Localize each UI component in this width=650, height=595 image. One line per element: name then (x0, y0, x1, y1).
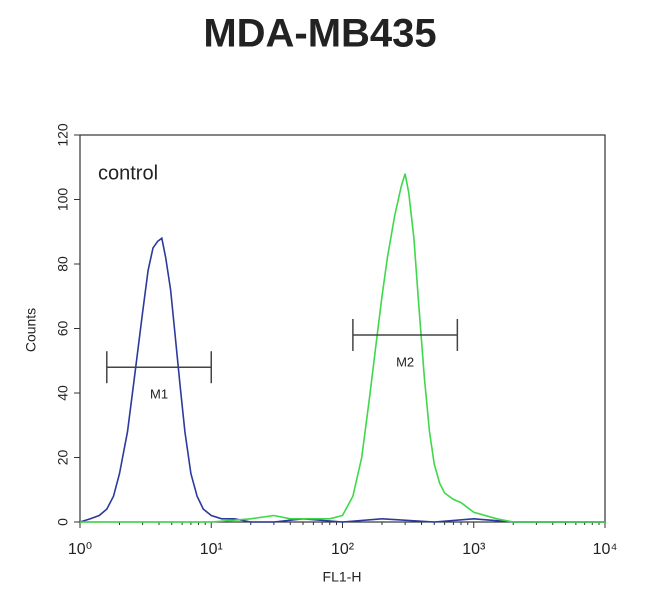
chart-title: MDA-MB435 (203, 12, 436, 56)
x-tick-label: 10¹ (200, 541, 223, 558)
y-tick-label: 80 (55, 256, 71, 272)
histogram-line (80, 173, 605, 523)
annotation: control (98, 162, 158, 184)
plot-frame (79, 134, 606, 523)
y-tick-label: 120 (55, 123, 71, 147)
x-tick-label: 10³ (462, 541, 486, 558)
y-axis-label: Counts (23, 308, 39, 352)
x-tick-label: 10² (331, 541, 355, 558)
y-tick-label: 100 (55, 188, 71, 212)
y-tick-label: 0 (55, 518, 71, 526)
y-tick-label: 40 (55, 385, 71, 401)
gate-label: M1 (150, 387, 168, 402)
gate-label: M2 (396, 354, 414, 369)
x-tick-label: 10⁴ (593, 541, 618, 558)
x-axis-label: FL1-H (323, 569, 362, 585)
histogram-line (79, 236, 605, 523)
y-tick-label: 20 (55, 450, 71, 466)
y-tick-label: 60 (55, 321, 71, 337)
x-tick-label: 10⁰ (68, 541, 92, 558)
